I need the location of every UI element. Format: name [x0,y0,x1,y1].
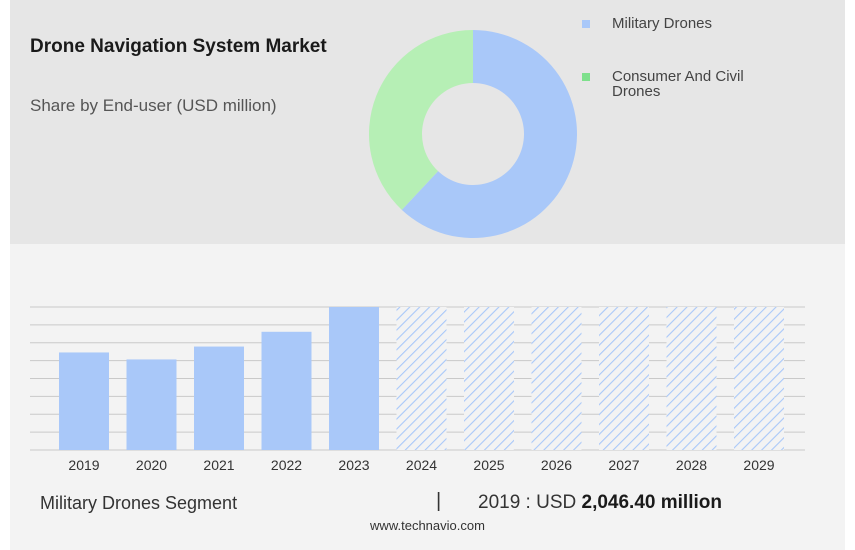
forecast-bar-2029 [734,307,784,450]
tick-label-2024: 2024 [406,457,437,473]
legend-label-consumer: Consumer And Civil Drones [612,68,744,100]
forecast-bar-2024 [396,307,447,450]
legend-swatch-consumer [582,73,590,81]
bar-chart: 2019 2020 2021 2022 2023 2024 2025 2026 2027 2028… [30,306,805,473]
tick-label-2027: 2027 [608,457,639,473]
tick-label-2026: 2026 [541,457,572,473]
tick-label-2029: 2029 [743,457,774,473]
forecast-bar-2026 [531,307,582,450]
chart-subtitle: Share by End-user (USD million) [30,96,277,115]
tick-label-2022: 2022 [271,457,302,473]
segment-value-amount: 2,046.40 million [581,492,722,513]
legend-label-military: Military Drones [612,15,713,32]
tick-label-2019: 2019 [68,457,99,473]
donut-chart [368,30,577,238]
tick-label-2025: 2025 [473,457,504,473]
donut-slice-consumer [368,30,473,210]
bar-2019 [59,352,109,450]
segment-label: Military Drones Segment [40,493,238,513]
bar-2020 [126,359,177,450]
tick-label-2021: 2021 [203,457,234,473]
source-url: www.technavio.com [370,518,485,533]
forecast-bar-2028 [666,307,717,450]
bar-2022 [261,331,312,450]
donut-slice-military [401,30,577,238]
segment-value: 2019 : USD 2,046.40 million [478,492,722,514]
footer-separator: | [436,490,442,512]
bar-2023 [329,307,379,450]
segment-value-prefix: 2019 : USD [478,492,582,513]
tick-label-2028: 2028 [676,457,707,473]
legend-swatch-military [582,20,590,28]
tick-label-2023: 2023 [338,457,369,473]
forecast-bar-2027 [599,307,649,450]
tick-label-2020: 2020 [136,457,167,473]
bar-2021 [194,346,244,450]
forecast-bar-2025 [464,307,514,450]
chart-title: Drone Navigation System Market [30,36,327,57]
